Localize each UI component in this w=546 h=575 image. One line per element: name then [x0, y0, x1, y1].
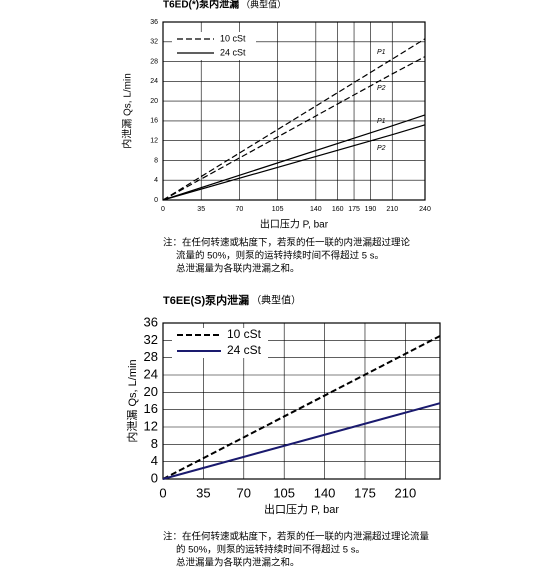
y-tick-label: 8: [151, 436, 158, 451]
y-tick-label: 16: [150, 118, 158, 125]
legend-label: 24 cSt: [227, 343, 262, 357]
plot-frame: [162, 322, 441, 480]
y-tick-label: 4: [151, 453, 158, 468]
y-tick-label: 12: [150, 138, 158, 145]
x-tick-label: 140: [310, 206, 322, 213]
x-tick-label: 70: [237, 485, 251, 500]
y-tick-label: 12: [144, 418, 158, 433]
x-tick-label: 175: [348, 206, 360, 213]
note-line: 注：在任何转速或粘度下，若泵的任一联的内泄漏超过理论: [163, 237, 411, 249]
legend-label: 10 cSt: [227, 327, 262, 341]
legend-label: 10 cSt: [220, 33, 246, 43]
note-line: 流量的 50%，则泵的运转持续时间不得超过 5 s。: [176, 250, 384, 262]
chart-subtitle: （典型值）: [251, 294, 301, 307]
y-tick-label: 36: [144, 314, 158, 329]
note-line: 注：在任何转速或粘度下，若泵的任一联的内泄漏超过理论流量: [163, 531, 430, 543]
y-axis-label: 内泄漏 Qs, L/min: [125, 359, 139, 442]
data-line: [162, 38, 426, 201]
y-tick-label: 20: [144, 384, 158, 399]
x-tick-label: 70: [236, 206, 244, 213]
legend-box: [172, 32, 256, 60]
x-tick-label: 105: [272, 206, 284, 213]
y-tick-label: 32: [144, 332, 158, 347]
x-tick-label: 0: [161, 206, 165, 213]
y-tick-label: 0: [151, 470, 158, 485]
y-tick-label: 4: [154, 177, 158, 184]
x-tick-label: 0: [159, 485, 166, 500]
data-line: [162, 335, 441, 480]
y-tick-label: 32: [150, 39, 158, 46]
line-label: P2: [377, 85, 386, 92]
data-line: [162, 114, 426, 201]
note-line: 的 50%，则泵的运转持续时间不得超过 5 s。: [176, 544, 365, 556]
x-axis-label: 出口压力 P, bar: [264, 502, 339, 516]
x-tick-label: 105: [273, 485, 295, 500]
y-axis-label: 内泄漏 Qs, L/min: [121, 73, 134, 149]
y-tick-label: 28: [144, 349, 158, 364]
data-line: [162, 124, 426, 201]
line-label: P1: [377, 118, 386, 125]
x-tick-label: 210: [395, 485, 417, 500]
y-tick-label: 24: [150, 78, 158, 85]
y-tick-label: 24: [144, 366, 158, 381]
y-tick-label: 20: [150, 98, 158, 105]
y-tick-label: 8: [154, 157, 158, 164]
note-line: 总泄漏量为各联内泄漏之和。: [176, 557, 300, 569]
line-label: P2: [377, 145, 386, 152]
y-tick-label: 0: [154, 197, 158, 204]
x-tick-label: 175: [354, 485, 376, 500]
data-line: [162, 56, 426, 201]
chart-subtitle: （典型值）: [241, 0, 286, 9]
x-tick-label: 190: [365, 206, 377, 213]
chart-title: T6EE(S)泵内泄漏: [163, 293, 249, 307]
legend-box: [172, 328, 268, 358]
y-tick-label: 36: [150, 19, 158, 26]
chart-title: T6ED(*)泵内泄漏: [163, 0, 239, 11]
y-tick-label: 28: [150, 58, 158, 65]
x-tick-label: 140: [314, 485, 336, 500]
x-tick-label: 35: [197, 206, 205, 213]
x-tick-label: 160: [332, 206, 344, 213]
x-axis-label: 出口压力 P, bar: [260, 218, 329, 231]
data-line: [162, 402, 441, 480]
x-tick-label: 210: [386, 206, 398, 213]
plot-frame: [162, 21, 426, 201]
y-tick-label: 16: [144, 401, 158, 416]
x-tick-label: 240: [419, 206, 431, 213]
line-label: P1: [377, 49, 386, 56]
legend-label: 24 cSt: [220, 47, 246, 57]
note-line: 总泄漏量为各联内泄漏之和。: [176, 263, 300, 275]
x-tick-label: 35: [196, 485, 210, 500]
